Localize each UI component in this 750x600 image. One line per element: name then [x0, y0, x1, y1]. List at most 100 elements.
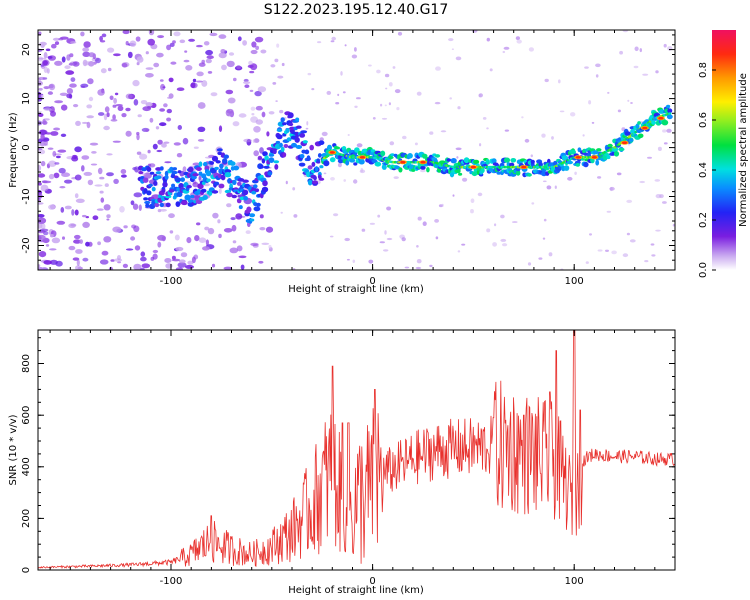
noise-blob — [178, 259, 186, 264]
noise-blob — [207, 71, 213, 74]
ridge-blob — [287, 112, 294, 119]
noise-blob — [223, 228, 233, 233]
ridge-blob — [473, 159, 480, 164]
noise-blob — [87, 179, 94, 186]
noise-blob — [588, 100, 592, 105]
noise-blob — [136, 151, 142, 155]
ridge-blob — [577, 147, 582, 153]
noise-blob — [74, 234, 81, 240]
noise-blob — [340, 71, 343, 76]
ridge-blob — [316, 158, 321, 163]
noise-blob — [60, 133, 67, 137]
noise-blob — [388, 82, 393, 87]
y-tick-label: 600 — [21, 406, 32, 425]
ridge-blob — [313, 175, 317, 181]
ridge-blob — [251, 190, 257, 195]
noise-blob — [133, 263, 142, 270]
noise-blob — [377, 214, 381, 218]
noise-blob — [75, 265, 82, 270]
spectrogram-y-axis-label: Frequency (Hz) — [8, 112, 19, 188]
noise-blob — [662, 201, 667, 204]
y-tick-label: -20 — [21, 237, 32, 253]
noise-blob — [457, 250, 461, 253]
noise-blob — [257, 157, 263, 161]
y-tick-label: 400 — [21, 457, 32, 476]
noise-blob — [52, 150, 57, 157]
ridge-blob — [607, 143, 613, 148]
noise-blob — [54, 41, 60, 45]
noise-blob — [54, 162, 60, 165]
noise-blob — [554, 185, 557, 189]
snr-x-axis-label: Height of straight line (km) — [288, 585, 424, 596]
noise-blob — [402, 135, 407, 140]
noise-blob — [346, 258, 350, 261]
ridge-blob — [145, 203, 150, 208]
noise-blob — [137, 114, 142, 118]
noise-blob — [43, 118, 50, 121]
ridge-blob — [144, 200, 151, 205]
noise-blob — [462, 177, 468, 182]
ridge-blob — [223, 154, 229, 159]
ridge-blob — [178, 183, 184, 189]
noise-blob — [326, 90, 332, 95]
noise-blob — [73, 239, 82, 244]
noise-blob — [110, 259, 115, 262]
noise-blob — [277, 75, 284, 79]
noise-blob — [112, 114, 116, 121]
noise-blob — [255, 105, 263, 111]
noise-blob — [662, 129, 667, 133]
noise-blob — [48, 84, 54, 89]
ridge-blob — [200, 188, 207, 193]
noise-blob — [114, 92, 119, 96]
noise-blob — [250, 242, 259, 246]
colorbar-tick-label: 0.6 — [698, 112, 709, 128]
ridge-blob — [575, 163, 581, 167]
noise-blob — [107, 47, 115, 53]
ridge-blob — [294, 136, 300, 143]
noise-blob — [43, 52, 48, 59]
noise-blob — [266, 131, 270, 137]
noise-blob — [138, 204, 142, 211]
ridge-blob — [232, 165, 240, 171]
noise-blob — [132, 79, 140, 87]
noise-blob — [478, 93, 482, 98]
y-tick-label: 20 — [21, 43, 32, 56]
noise-blob — [132, 203, 139, 210]
noise-blob — [622, 30, 629, 33]
noise-blob — [639, 48, 642, 53]
noise-blob — [335, 102, 340, 105]
ridge-blob — [148, 183, 153, 187]
noise-blob — [160, 83, 166, 91]
noise-blob — [50, 131, 59, 136]
noise-blob — [45, 48, 51, 52]
noise-blob — [252, 139, 256, 143]
ridge-blob — [318, 177, 325, 181]
ridge-blob — [180, 200, 188, 206]
peak-core — [400, 160, 406, 164]
noise-blob — [396, 107, 400, 111]
noise-blob — [470, 198, 475, 203]
noise-blob — [171, 255, 176, 260]
noise-blob — [585, 261, 589, 264]
noise-blob — [659, 194, 664, 199]
noise-blob — [385, 87, 388, 90]
noise-blob — [228, 52, 235, 56]
noise-blob — [39, 228, 49, 232]
ridge-blob — [141, 167, 147, 172]
ridge-blob — [194, 195, 201, 199]
noise-blob — [125, 130, 132, 137]
noise-blob — [38, 214, 45, 218]
noise-blob — [275, 100, 278, 102]
noise-blob — [270, 64, 276, 68]
ridge-blob — [658, 109, 666, 114]
noise-blob — [156, 149, 163, 153]
noise-blob — [99, 176, 105, 180]
noise-blob — [606, 210, 611, 213]
ridge-blob — [398, 167, 403, 173]
noise-blob — [133, 99, 139, 106]
noise-blob — [145, 67, 154, 70]
noise-blob — [175, 267, 183, 270]
noise-blob — [79, 239, 83, 245]
noise-blob — [97, 89, 105, 96]
ridge-blob — [168, 189, 175, 193]
